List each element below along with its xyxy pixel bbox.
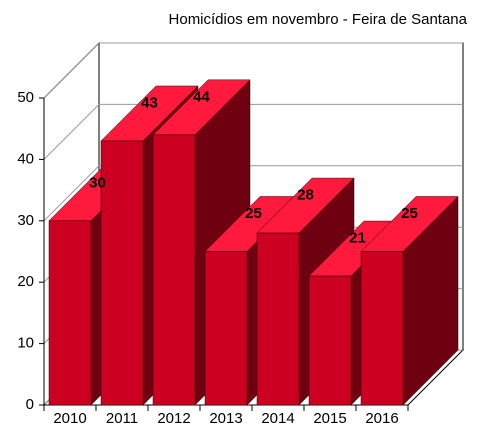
bar bbox=[360, 251, 404, 406]
value-label: 21 bbox=[349, 230, 366, 247]
x-tick-label: 2015 bbox=[313, 410, 346, 427]
bar bbox=[204, 251, 248, 406]
value-label: 44 bbox=[193, 88, 210, 105]
x-tick-label: 2014 bbox=[261, 410, 294, 427]
chart-title: Homicídios em novembro - Feira de Santan… bbox=[169, 11, 468, 28]
value-label: 43 bbox=[141, 94, 158, 111]
bar bbox=[308, 275, 352, 406]
value-label: 28 bbox=[297, 187, 314, 204]
bar bbox=[152, 134, 196, 406]
x-tick-label: 2013 bbox=[209, 410, 242, 427]
value-label: 25 bbox=[401, 205, 418, 222]
bar bbox=[100, 140, 144, 406]
y-tick-label: 0 bbox=[26, 396, 34, 413]
grid-line bbox=[43, 42, 463, 99]
bar bbox=[256, 232, 300, 406]
y-tick-label: 30 bbox=[17, 212, 34, 229]
y-tick-label: 20 bbox=[17, 273, 34, 290]
x-tick-label: 2011 bbox=[106, 410, 138, 427]
y-tick-label: 10 bbox=[17, 335, 34, 352]
grid-line bbox=[43, 165, 463, 222]
bar bbox=[48, 220, 92, 406]
y-tick-label: 40 bbox=[17, 150, 34, 167]
x-tick-label: 2010 bbox=[53, 410, 86, 427]
y-tick-label: 50 bbox=[17, 89, 34, 106]
x-tick-label: 2012 bbox=[157, 410, 190, 427]
x-tick-label: 2016 bbox=[365, 410, 398, 427]
value-label: 25 bbox=[245, 205, 262, 222]
value-label: 30 bbox=[89, 174, 106, 191]
grid-line bbox=[43, 103, 463, 160]
